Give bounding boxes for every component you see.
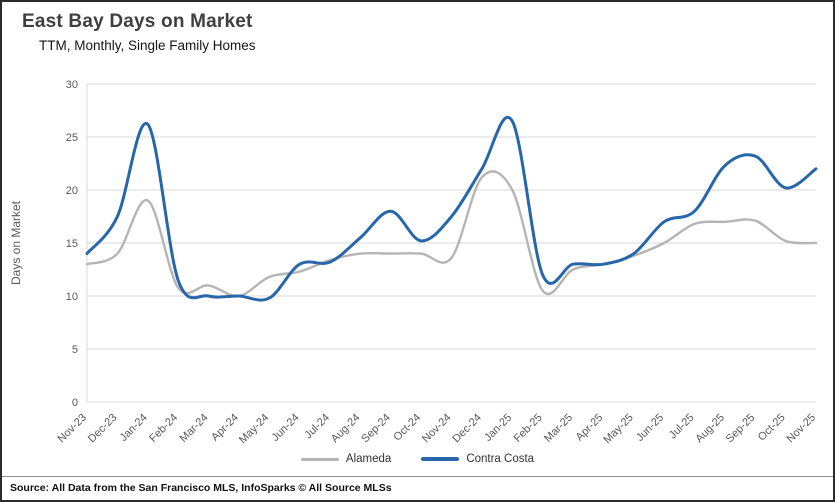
legend-item-alameda: Alameda [300, 453, 392, 465]
svg-text:0: 0 [72, 397, 78, 409]
chart-title: East Bay Days on Market [22, 11, 253, 32]
legend-label-alameda: Alameda [345, 453, 392, 465]
svg-text:5: 5 [72, 344, 78, 356]
svg-text:May-25: May-25 [601, 412, 635, 446]
svg-text:Aug-25: Aug-25 [693, 412, 727, 446]
svg-text:Sep-24: Sep-24 [359, 412, 393, 446]
source-note: Source: All Data from the San Francisco … [2, 476, 833, 500]
svg-text:Oct-25: Oct-25 [756, 412, 788, 444]
svg-text:10: 10 [66, 291, 78, 303]
alameda-line-swatch [300, 457, 339, 461]
svg-text:Dec-23: Dec-23 [86, 412, 120, 446]
svg-text:Days on Market: Days on Market [9, 200, 23, 285]
svg-text:Mar-24: Mar-24 [177, 412, 210, 445]
svg-text:Aug-24: Aug-24 [329, 412, 363, 446]
svg-text:Mar-25: Mar-25 [542, 412, 575, 445]
svg-text:25: 25 [66, 132, 78, 144]
svg-text:Feb-24: Feb-24 [147, 412, 180, 445]
svg-text:Nov-24: Nov-24 [420, 412, 454, 446]
svg-text:30: 30 [66, 79, 78, 91]
svg-text:Sep-25: Sep-25 [724, 412, 758, 446]
legend: Alameda Contra Costa [2, 453, 833, 465]
contra-costa-line-swatch [421, 457, 460, 461]
svg-text:20: 20 [66, 185, 78, 197]
svg-text:Jan-25: Jan-25 [482, 412, 514, 444]
svg-text:Jun-24: Jun-24 [269, 412, 301, 444]
svg-text:Nov-25: Nov-25 [785, 412, 819, 446]
line-chart: 051015202530Nov-23Dec-23Jan-24Feb-24Mar-… [9, 79, 819, 446]
svg-text:Dec-24: Dec-24 [450, 412, 484, 446]
svg-text:Jun-25: Jun-25 [634, 412, 666, 444]
svg-text:Nov-23: Nov-23 [56, 412, 90, 446]
svg-text:Feb-25: Feb-25 [512, 412, 545, 445]
svg-text:Jan-24: Jan-24 [118, 412, 150, 444]
svg-text:Apr-24: Apr-24 [209, 412, 241, 444]
svg-text:Oct-24: Oct-24 [391, 412, 423, 444]
svg-text:15: 15 [66, 238, 78, 250]
legend-item-contra-costa: Contra Costa [421, 453, 534, 465]
svg-text:May-24: May-24 [237, 412, 271, 446]
chart-subtitle: TTM, Monthly, Single Family Homes [39, 38, 256, 53]
legend-label-contra-costa: Contra Costa [466, 453, 535, 465]
svg-text:Apr-25: Apr-25 [574, 412, 606, 444]
